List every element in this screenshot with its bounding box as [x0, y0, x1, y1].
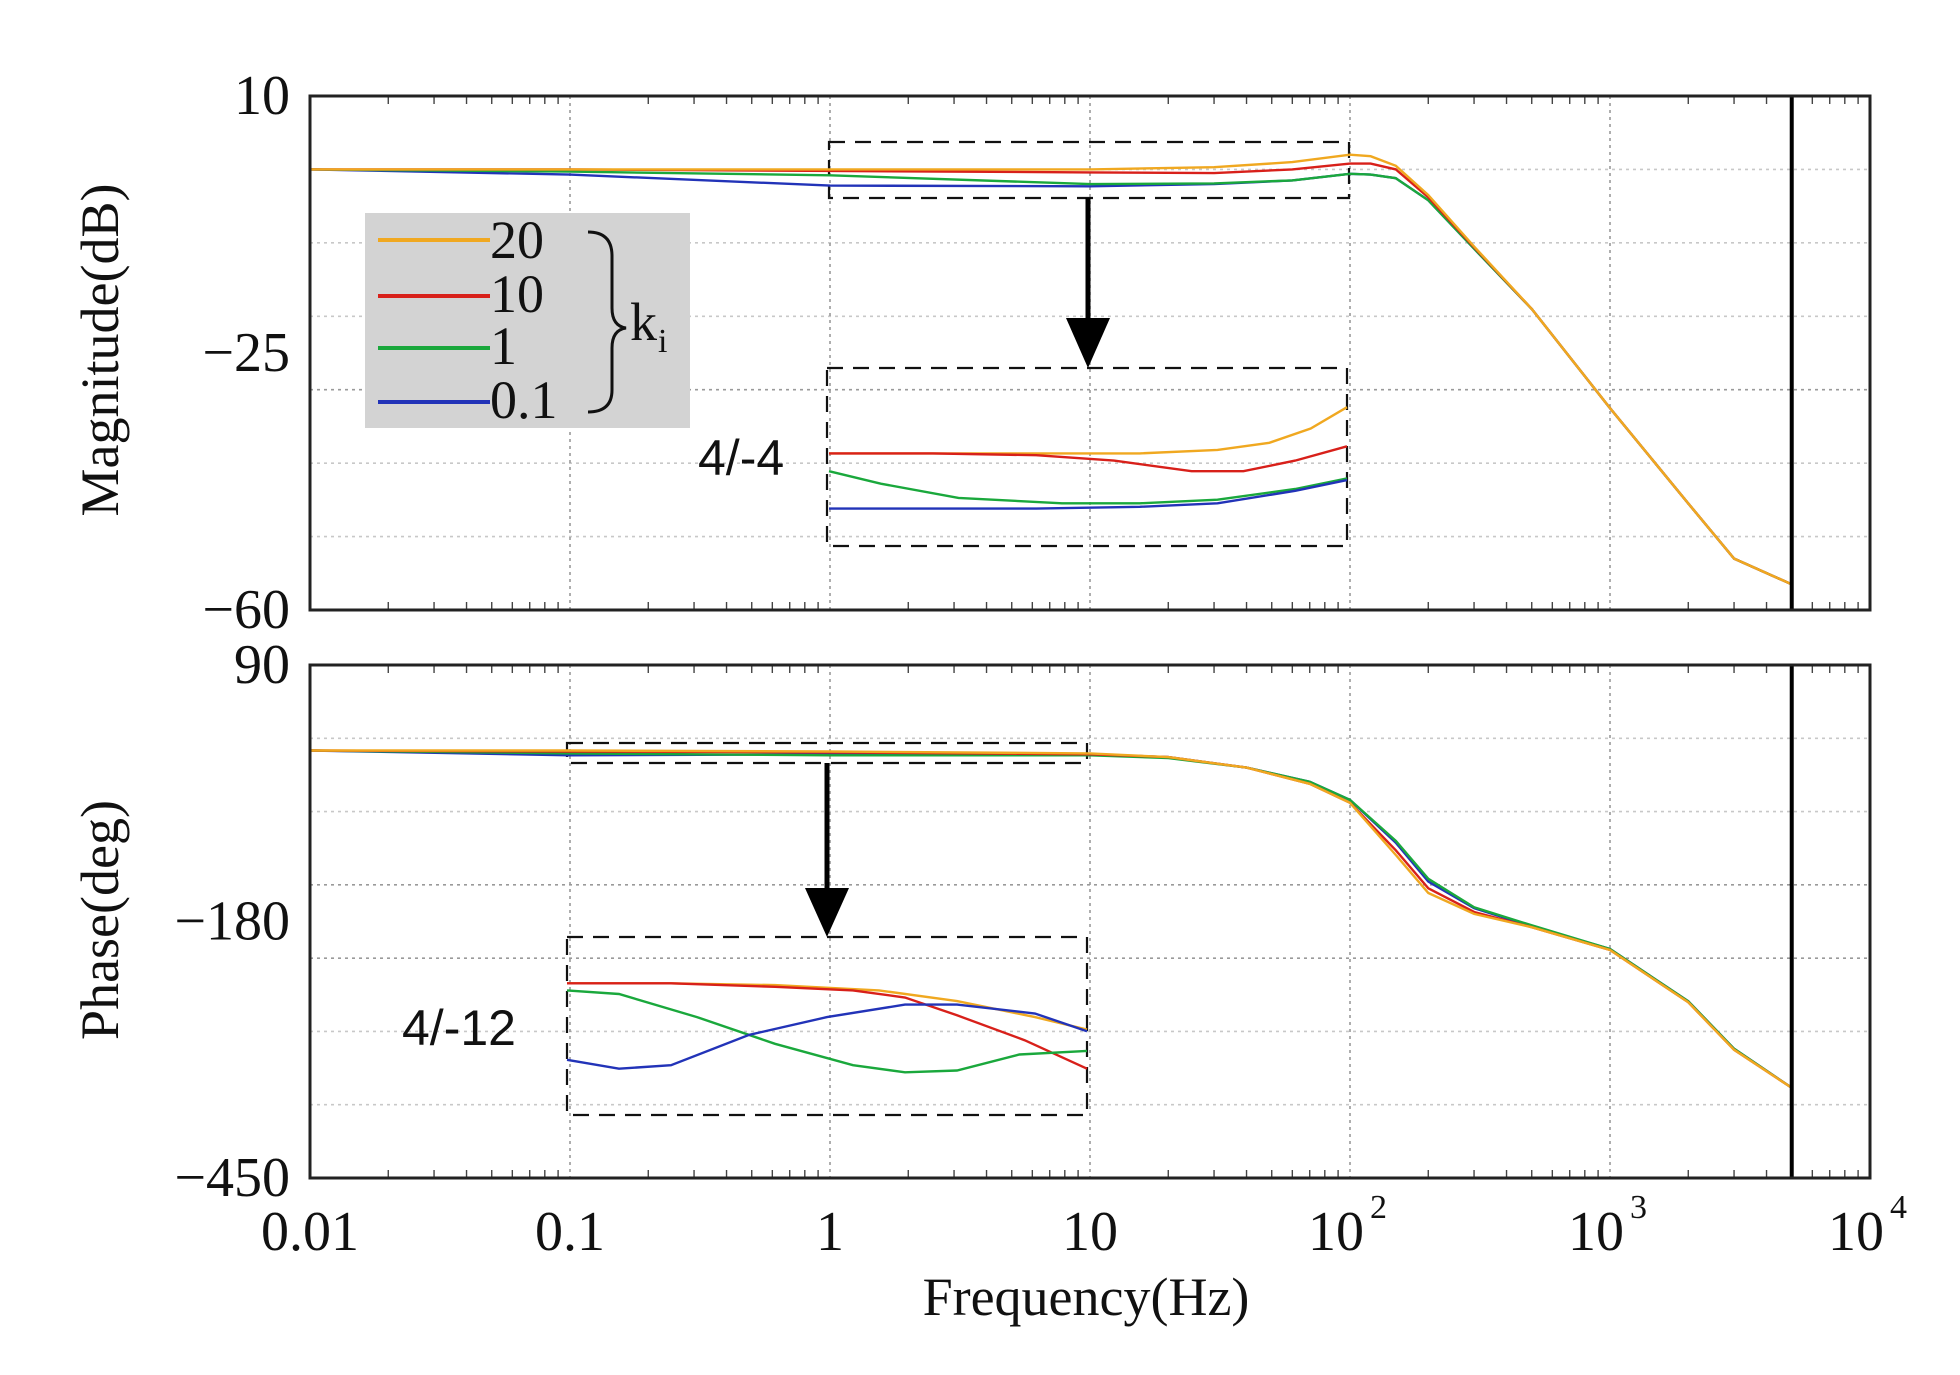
magnitude-inset-curves — [828, 406, 1348, 510]
phase-zoom-inset-box — [565, 935, 1089, 1117]
series-line-20 — [310, 153, 1793, 586]
legend-label-0.1: 0.1 — [490, 370, 558, 430]
series-line-0.1 — [309, 749, 1793, 1089]
series-line-10 — [309, 749, 1793, 1089]
phase-inset-curves — [566, 982, 1088, 1074]
inset-line-1 — [828, 470, 1348, 505]
inset-line-20 — [829, 406, 1348, 455]
x-tick-label: 1 — [816, 1201, 844, 1263]
inset-line-0.1 — [829, 478, 1348, 510]
magnitude-zoom-inset-box — [825, 366, 1349, 548]
magnitude-curves — [309, 153, 1793, 586]
series-line-1 — [309, 749, 1793, 1089]
magnitude-y-ticks: 10 −25 −60 — [202, 65, 290, 641]
x-tick-exponent: 4 — [1890, 1189, 1907, 1226]
x-axis-label: Frequency(Hz) — [923, 1267, 1250, 1327]
inset-line-10 — [567, 982, 1088, 1070]
legend-brace — [587, 230, 627, 414]
phase-y-axis-label: Phase(deg) — [70, 800, 130, 1040]
phase-grid — [310, 665, 1870, 1178]
phase-zoom-arrow-head — [805, 888, 849, 937]
phase-zoom-annotation: 4/-12 — [402, 741, 1089, 1117]
x-tick-label: 10 — [1568, 1201, 1624, 1263]
x-tick-label: 0.1 — [535, 1201, 605, 1263]
y-tick-label: 90 — [234, 634, 290, 696]
magnitude-inset-label: 4/-4 — [698, 430, 784, 486]
magnitude-zoom-arrow-head — [1066, 318, 1110, 368]
magnitude-panel: 20 10 1 0.1 k i 4/-4 10 −25 −60 Magnitude(… — [70, 65, 1872, 641]
inset-line-10 — [829, 445, 1348, 473]
phase-inset-label: 4/-12 — [402, 1000, 516, 1056]
x-tick-exponent: 2 — [1370, 1189, 1387, 1226]
y-tick-label: −60 — [202, 579, 290, 641]
legend-label-10: 10 — [490, 264, 544, 324]
phase-panel: 4/-12 90−180−450 0.01 0.1 1 10 10 2 10 3 10 4 Pha… — [70, 634, 1907, 1327]
legend-group-label: k — [630, 292, 657, 352]
x-tick-exponent: 3 — [1630, 1189, 1647, 1226]
x-tick-label: 10 — [1062, 1201, 1118, 1263]
magnitude-zoom-annotation: 4/-4 — [698, 140, 1351, 548]
x-tick-label: 10 — [1828, 1201, 1884, 1263]
phase-curves — [309, 749, 1793, 1089]
legend-label-1: 1 — [490, 316, 517, 376]
legend-background — [365, 213, 690, 428]
x-tick-label: 0.01 — [261, 1201, 359, 1263]
x-tick-label: 10 — [1308, 1201, 1364, 1263]
y-tick-label: −180 — [174, 891, 290, 953]
y-tick-label: −450 — [174, 1147, 290, 1209]
magnitude-plot-frame — [308, 94, 1872, 612]
y-tick-label: −25 — [202, 322, 290, 384]
legend: 20 10 1 0.1 k i — [365, 210, 690, 430]
phase-plot-frame — [308, 663, 1872, 1180]
x-ticks: 0.01 0.1 1 10 10 2 10 3 10 4 — [261, 1189, 1907, 1263]
legend-group-subscript: i — [658, 323, 667, 360]
phase-y-ticks: 90 −180 −450 — [174, 634, 290, 1209]
magnitude-y-axis-label: Magnitude(dB) — [70, 184, 130, 517]
series-line-20 — [310, 749, 1793, 1089]
y-tick-label: 10 — [234, 65, 290, 127]
legend-label-20: 20 — [490, 210, 544, 270]
inset-line-1 — [566, 989, 1088, 1074]
inset-line-0.1 — [566, 1003, 1088, 1070]
